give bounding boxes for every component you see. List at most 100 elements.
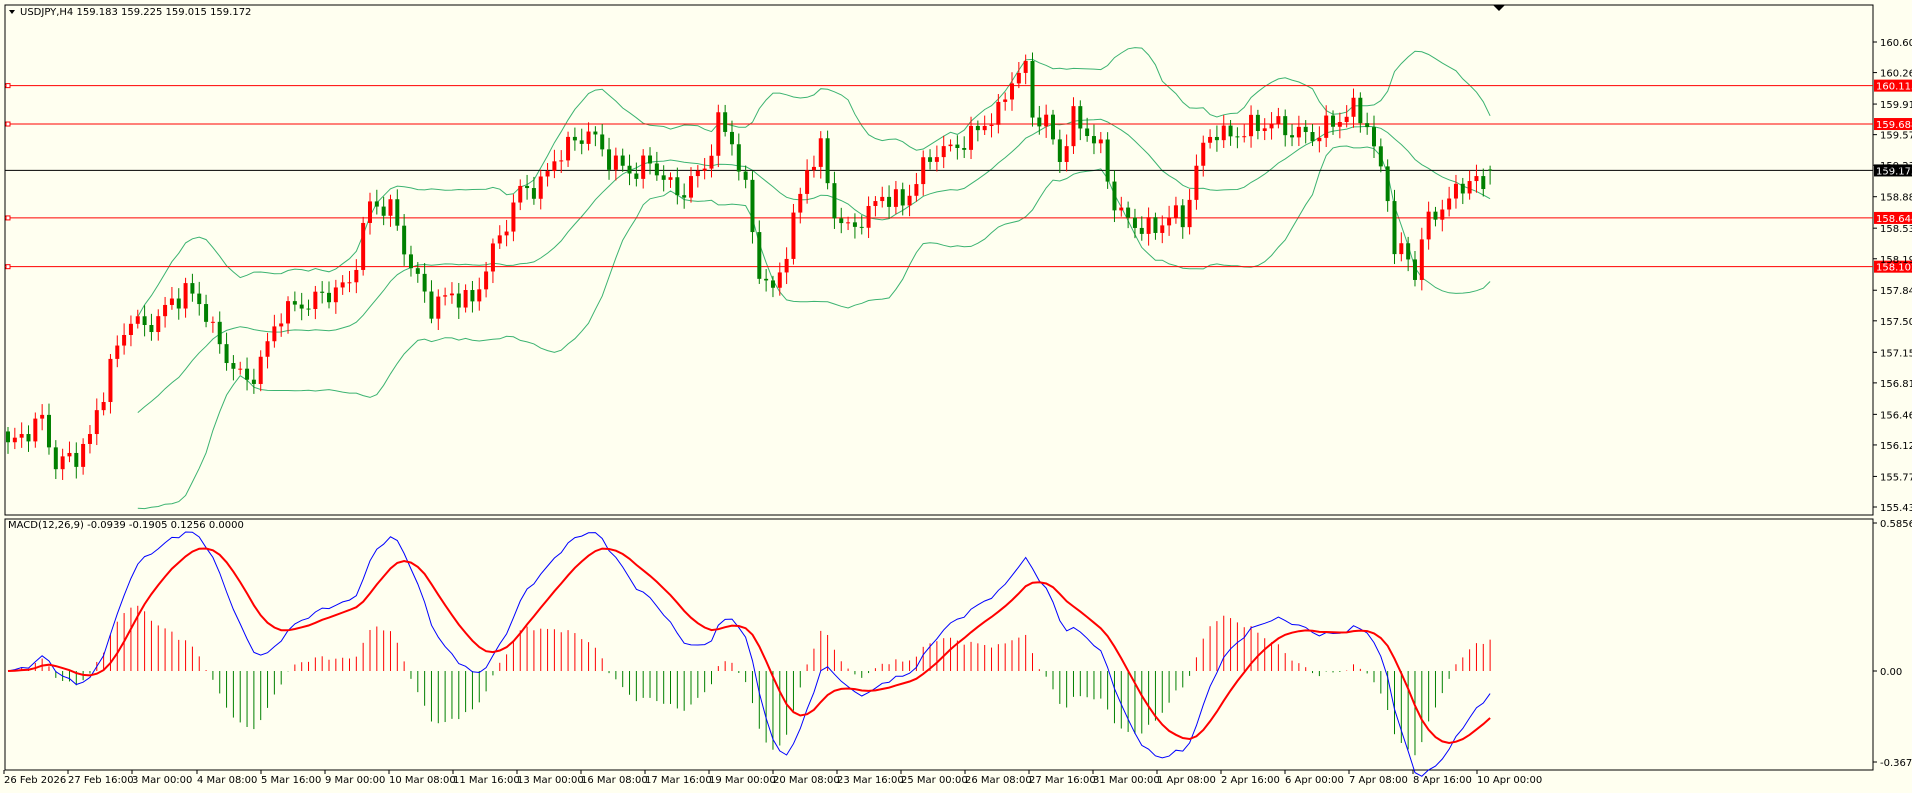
candle-body-172[interactable] — [1180, 205, 1185, 228]
candle-body-182[interactable] — [1249, 114, 1254, 137]
candle-body-136[interactable] — [934, 157, 939, 162]
candle-body-32[interactable] — [224, 344, 229, 364]
candle-body-17[interactable] — [122, 334, 127, 346]
candle-body-24[interactable] — [169, 298, 174, 305]
candle-body-198[interactable] — [1358, 97, 1363, 124]
candle-body-41[interactable] — [286, 301, 291, 324]
candle-body-6[interactable] — [46, 414, 51, 448]
candle-body-51[interactable] — [354, 269, 359, 283]
candle-body-201[interactable] — [1378, 146, 1383, 167]
candle-body-202[interactable] — [1385, 166, 1390, 202]
candle-body-157[interactable] — [1078, 106, 1083, 129]
candle-body-181[interactable] — [1242, 136, 1247, 138]
candle-body-89[interactable] — [613, 155, 618, 170]
candle-body-57[interactable] — [395, 199, 400, 226]
candle-body-184[interactable] — [1262, 128, 1267, 131]
candle-body-93[interactable] — [641, 155, 646, 179]
candle-body-208[interactable] — [1426, 211, 1431, 240]
candle-body-188[interactable] — [1290, 135, 1295, 138]
candle-body-102[interactable] — [702, 168, 707, 171]
candle-body-67[interactable] — [463, 290, 468, 308]
candle-body-105[interactable] — [723, 112, 728, 132]
candle-body-103[interactable] — [709, 155, 714, 169]
candle-body-187[interactable] — [1283, 116, 1288, 136]
level-anchor-3[interactable] — [5, 264, 11, 270]
candle-body-204[interactable] — [1399, 243, 1404, 255]
candle-body-149[interactable] — [1023, 60, 1028, 73]
candle-body-158[interactable] — [1085, 128, 1090, 137]
candle-body-203[interactable] — [1392, 201, 1397, 255]
candle-body-179[interactable] — [1228, 125, 1233, 137]
candle-body-40[interactable] — [279, 323, 284, 327]
candle-body-75[interactable] — [518, 185, 523, 203]
candle-body-168[interactable] — [1153, 217, 1158, 233]
candle-body-48[interactable] — [333, 287, 338, 303]
candle-body-74[interactable] — [511, 202, 516, 232]
candle-body-152[interactable] — [1044, 114, 1049, 127]
candle-body-59[interactable] — [408, 254, 413, 269]
candle-body-78[interactable] — [538, 176, 543, 199]
candle-body-212[interactable] — [1453, 183, 1458, 199]
candle-body-185[interactable] — [1269, 123, 1274, 129]
candle-body-77[interactable] — [531, 188, 536, 199]
candle-body-81[interactable] — [559, 160, 564, 162]
candle-body-52[interactable] — [361, 222, 366, 270]
candle-body-90[interactable] — [620, 155, 625, 166]
candle-body-155[interactable] — [1064, 146, 1069, 162]
candle-body-113[interactable] — [777, 272, 782, 288]
candle-body-151[interactable] — [1037, 117, 1042, 127]
candle-body-195[interactable] — [1337, 122, 1342, 127]
candle-body-4[interactable] — [33, 418, 38, 442]
candle-body-121[interactable] — [832, 183, 837, 219]
candle-body-16[interactable] — [115, 345, 120, 359]
candle-body-72[interactable] — [497, 235, 502, 244]
candle-body-106[interactable] — [729, 131, 734, 145]
candle-body-175[interactable] — [1201, 142, 1206, 166]
candle-body-215[interactable] — [1474, 176, 1479, 182]
candle-body-111[interactable] — [764, 278, 769, 281]
candle-body-13[interactable] — [94, 410, 99, 435]
candle-body-141[interactable] — [969, 125, 974, 150]
level-anchor-1[interactable] — [5, 121, 11, 127]
candle-body-206[interactable] — [1412, 259, 1417, 280]
candle-body-173[interactable] — [1187, 199, 1192, 228]
candle-body-62[interactable] — [429, 291, 434, 319]
candle-body-216[interactable] — [1481, 176, 1486, 190]
candle-body-132[interactable] — [907, 195, 912, 206]
level-anchor-0[interactable] — [5, 83, 11, 89]
symbol-menu-icon[interactable] — [9, 10, 15, 14]
candle-body-171[interactable] — [1173, 205, 1178, 218]
candle-body-156[interactable] — [1071, 106, 1076, 147]
candle-body-68[interactable] — [470, 290, 475, 302]
candle-body-190[interactable] — [1303, 126, 1308, 133]
candle-body-58[interactable] — [402, 225, 407, 255]
candle-body-109[interactable] — [750, 179, 755, 233]
candle-body-73[interactable] — [504, 231, 509, 236]
candle-body-21[interactable] — [149, 324, 154, 333]
candle-body-170[interactable] — [1167, 217, 1172, 226]
candle-body-200[interactable] — [1372, 127, 1376, 147]
candle-body-154[interactable] — [1057, 139, 1062, 162]
candle-body-140[interactable] — [962, 148, 967, 150]
candle-body-186[interactable] — [1276, 116, 1281, 124]
candle-body-61[interactable] — [422, 273, 427, 292]
candle-body-137[interactable] — [941, 146, 946, 158]
candle-body-2[interactable] — [19, 434, 24, 438]
candle-body-211[interactable] — [1447, 198, 1452, 210]
candle-body-96[interactable] — [661, 175, 666, 180]
candle-body-191[interactable] — [1310, 132, 1315, 142]
candle-body-37[interactable] — [258, 356, 263, 384]
candle-body-120[interactable] — [825, 138, 830, 184]
candle-body-95[interactable] — [654, 163, 659, 176]
candle-body-119[interactable] — [818, 138, 823, 167]
candle-body-11[interactable] — [81, 443, 86, 467]
candle-body-217[interactable] — [1488, 169, 1493, 171]
candle-body-3[interactable] — [26, 434, 31, 442]
candle-body-87[interactable] — [600, 134, 605, 150]
candle-body-18[interactable] — [128, 323, 133, 335]
candle-body-130[interactable] — [893, 189, 898, 207]
candle-body-169[interactable] — [1160, 225, 1165, 233]
candle-body-108[interactable] — [743, 171, 748, 180]
candle-body-127[interactable] — [873, 201, 878, 206]
